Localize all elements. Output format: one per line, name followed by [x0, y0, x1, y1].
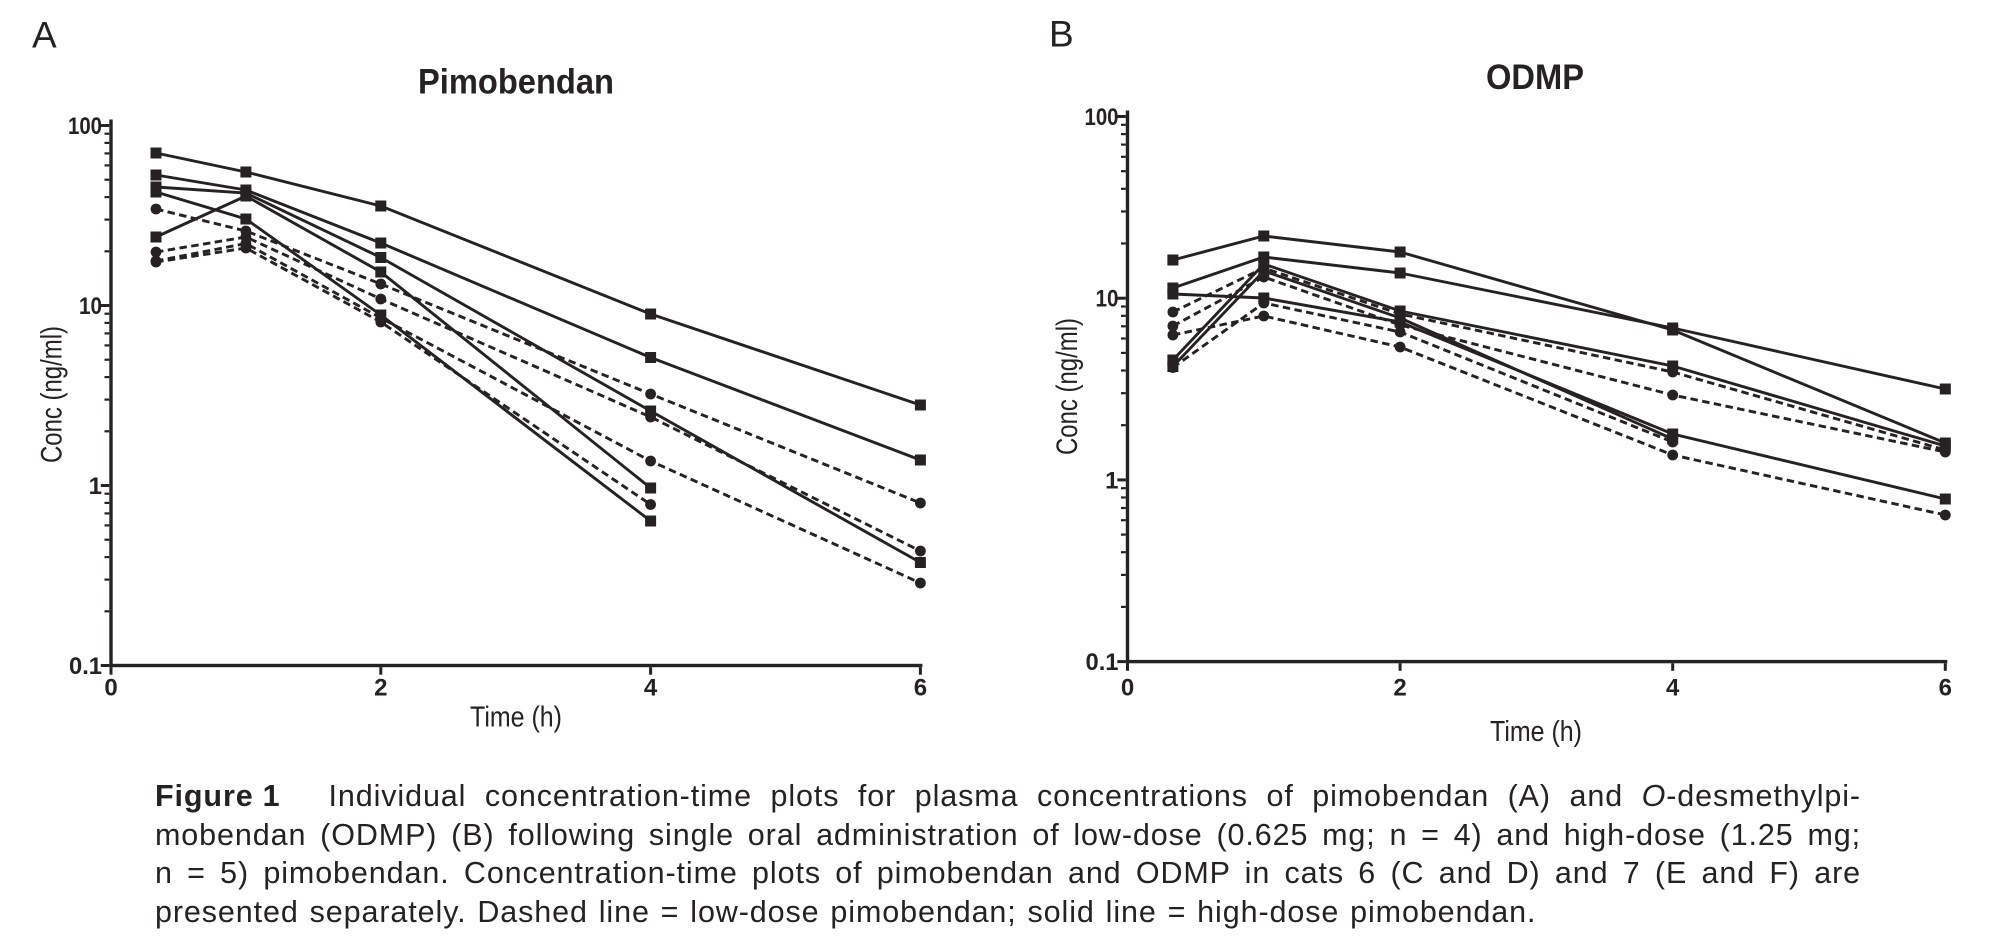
svg-text:1: 1 — [1105, 467, 1118, 494]
svg-text:100: 100 — [68, 113, 102, 140]
svg-text:0.1: 0.1 — [69, 653, 102, 680]
svg-text:10: 10 — [79, 293, 102, 320]
svg-text:Conc (ng/ml): Conc (ng/ml) — [1051, 318, 1084, 455]
svg-text:4: 4 — [644, 675, 658, 702]
svg-text:6: 6 — [914, 675, 927, 702]
svg-text:6: 6 — [1939, 675, 1952, 702]
svg-text:Time (h): Time (h) — [1490, 716, 1582, 748]
svg-text:Pimobendan: Pimobendan — [418, 63, 614, 102]
svg-text:10: 10 — [1096, 286, 1119, 313]
svg-text:Conc (ng/ml): Conc (ng/ml) — [36, 326, 69, 463]
svg-text:1: 1 — [89, 473, 102, 500]
svg-text:4: 4 — [1666, 675, 1680, 702]
svg-text:2: 2 — [1393, 675, 1406, 702]
svg-text:100: 100 — [1085, 104, 1119, 131]
svg-text:2: 2 — [374, 675, 387, 702]
svg-text:A: A — [32, 15, 57, 56]
svg-text:0: 0 — [104, 675, 117, 702]
svg-text:ODMP: ODMP — [1486, 58, 1584, 97]
svg-text:Time (h): Time (h) — [470, 702, 562, 734]
svg-text:0.1: 0.1 — [1086, 649, 1119, 676]
svg-text:B: B — [1049, 14, 1074, 55]
svg-text:0: 0 — [1121, 675, 1134, 702]
